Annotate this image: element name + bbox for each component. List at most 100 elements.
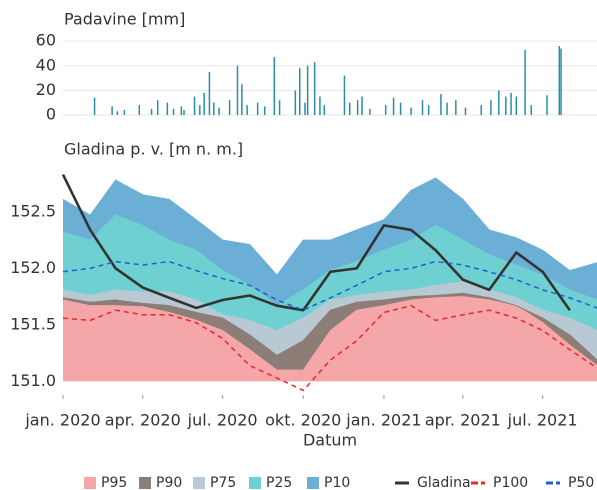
x-tick-label: okt. 2020	[265, 411, 341, 430]
y-tick-label: 60	[36, 31, 56, 50]
bar	[199, 105, 201, 115]
y-tick-label: 40	[36, 55, 56, 74]
bar	[480, 105, 483, 115]
bar	[246, 105, 248, 115]
bar	[410, 107, 412, 115]
y-tick-label: 151.5	[10, 314, 56, 333]
series-line	[61, 173, 571, 312]
legend-swatch	[139, 477, 151, 489]
bar	[180, 106, 183, 115]
bar	[490, 100, 492, 115]
x-tick-label: jan. 2021	[345, 411, 421, 430]
bar	[464, 107, 467, 115]
band-edge	[62, 292, 597, 361]
bar	[294, 90, 297, 115]
bar	[524, 49, 526, 116]
bar	[369, 108, 371, 115]
y-tick-label: 0	[46, 105, 56, 124]
panel-title: Padavine [mm]	[64, 10, 185, 29]
series-line	[62, 260, 597, 311]
x-axis-title: Datum	[303, 431, 357, 450]
band-fill	[63, 177, 597, 306]
bar	[427, 105, 430, 115]
bar	[218, 107, 220, 115]
bar	[273, 57, 276, 115]
legend-label: P50	[568, 475, 594, 490]
bar	[123, 110, 126, 115]
bar	[505, 96, 507, 115]
series-line	[62, 304, 597, 392]
legend-label: P10	[324, 475, 350, 490]
bar	[263, 106, 266, 115]
legend-label: P95	[101, 475, 127, 490]
bar	[323, 105, 326, 115]
bar	[116, 111, 119, 115]
y-tick-label: 152.0	[10, 258, 56, 277]
bar	[241, 84, 243, 115]
band-edge	[62, 296, 597, 371]
bar	[298, 68, 301, 115]
band-edge	[62, 177, 597, 276]
bar	[304, 102, 306, 115]
bar	[156, 100, 159, 115]
x-tick-label: apr. 2021	[425, 411, 501, 430]
band-fill	[63, 281, 597, 360]
bar	[558, 46, 561, 116]
band-fill	[63, 293, 597, 371]
bar	[203, 92, 205, 115]
bar	[356, 100, 359, 115]
band-fill	[63, 296, 597, 382]
legend-swatch	[84, 477, 96, 489]
y-tick-label: 151.0	[10, 371, 56, 390]
bar	[361, 96, 363, 115]
bar	[228, 100, 231, 115]
bar	[306, 65, 309, 115]
x-tick-label: jan. 2020	[24, 411, 100, 430]
bar	[392, 97, 395, 115]
y-tick-label: 20	[36, 80, 56, 99]
legend-label: P100	[493, 475, 528, 490]
bar	[313, 62, 316, 115]
bar	[348, 102, 351, 115]
bar	[440, 94, 442, 115]
legend-swatch	[193, 477, 205, 489]
bar	[138, 105, 141, 115]
bar	[93, 97, 96, 115]
bar	[208, 71, 211, 115]
bar	[446, 102, 448, 115]
bar	[213, 102, 215, 115]
bar	[278, 100, 281, 115]
x-tick-label: jul. 2020	[187, 411, 258, 430]
y-tick-label: 152.5	[10, 201, 56, 220]
bar	[510, 92, 512, 115]
bar	[193, 96, 196, 115]
bar	[319, 96, 321, 115]
legend-label: P90	[156, 475, 182, 490]
x-tick-label: apr. 2020	[105, 411, 181, 430]
bar	[256, 102, 259, 115]
bar	[421, 100, 424, 115]
panel-title: Gladina p. v. [m n. m.]	[64, 140, 243, 159]
bar	[546, 95, 548, 115]
x-tick-label: jul. 2021	[507, 411, 578, 430]
bar	[150, 108, 153, 115]
bar	[111, 106, 113, 115]
bar	[560, 48, 562, 115]
bar	[399, 102, 402, 115]
bar	[498, 90, 500, 115]
legend-swatch	[307, 477, 319, 489]
legend-label: Gladina	[417, 475, 471, 490]
bar	[236, 65, 239, 115]
legend-label: P25	[266, 475, 292, 490]
bar	[166, 102, 169, 115]
bar	[530, 105, 532, 115]
legend-swatch	[249, 477, 261, 489]
bar	[172, 108, 175, 115]
bar	[183, 110, 185, 115]
bar	[384, 105, 387, 115]
bar	[343, 75, 346, 115]
bar	[515, 96, 518, 115]
legend-label: P75	[210, 475, 236, 490]
bar	[455, 100, 457, 115]
